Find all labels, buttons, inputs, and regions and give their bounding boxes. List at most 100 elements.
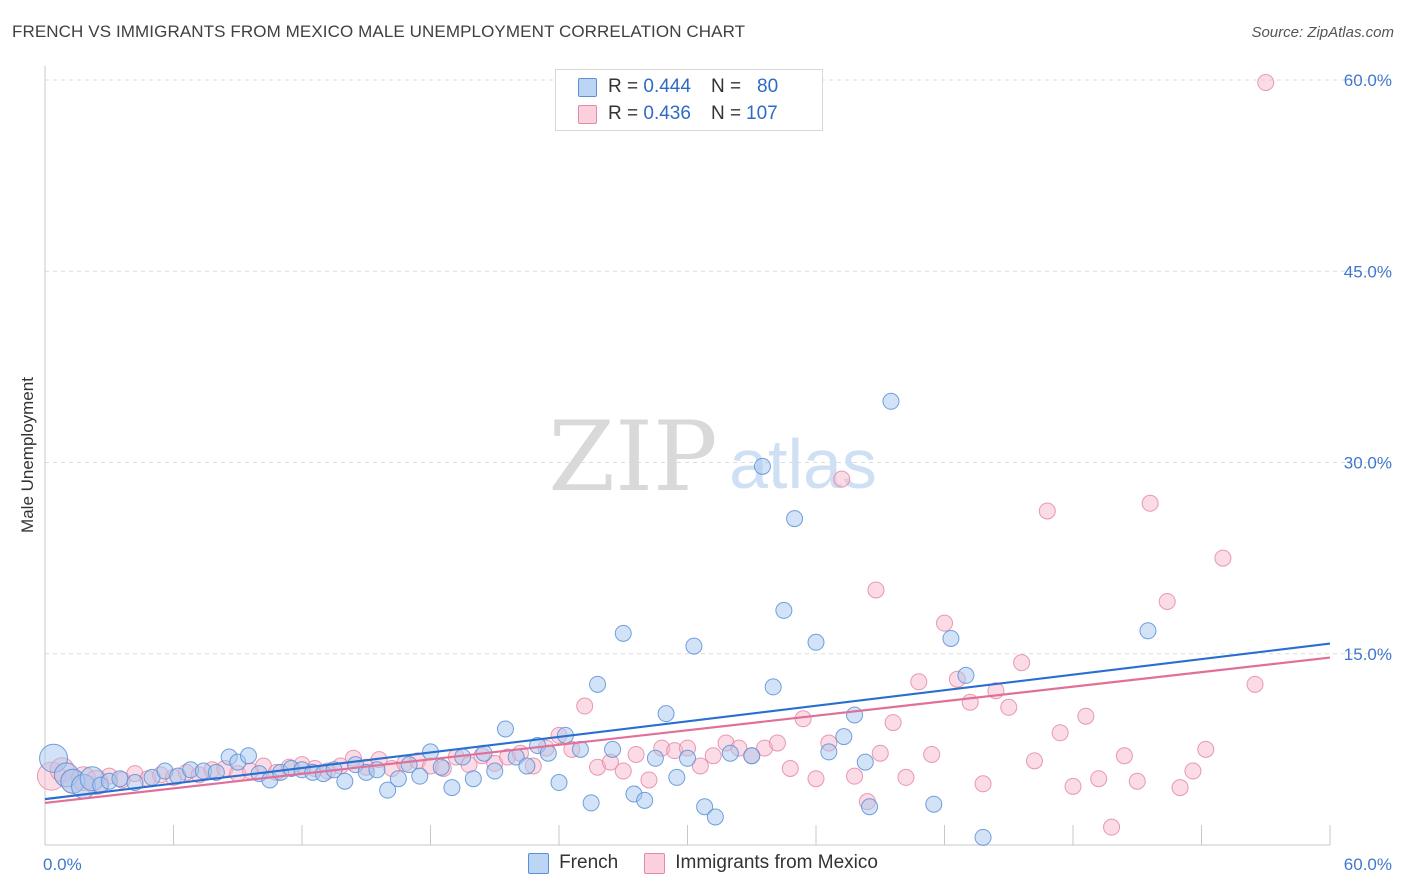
mexico-point: [1257, 74, 1275, 92]
mexico-point: [884, 714, 902, 732]
french-point: [835, 728, 853, 746]
french-point: [856, 753, 874, 771]
french-point: [1139, 622, 1157, 640]
mexico-point: [691, 757, 709, 775]
watermark-zip: ZIP: [548, 401, 717, 513]
n-label: N =: [710, 76, 742, 97]
french-point: [239, 747, 257, 765]
y-tick-label: 45.0%: [1344, 262, 1392, 281]
y-tick-label: 60.0%: [1344, 71, 1392, 90]
french-point: [721, 744, 739, 762]
french-point: [389, 770, 407, 788]
y-tick-label: 30.0%: [1344, 454, 1392, 473]
mexico-trend-line: [44, 656, 1331, 805]
mexico-point: [974, 775, 992, 793]
french-point: [379, 781, 397, 799]
mexico-point: [1128, 772, 1146, 790]
x-tick-label: 0.0%: [43, 855, 82, 874]
french-point: [786, 510, 804, 528]
french-point: [589, 675, 607, 693]
french-point: [111, 770, 129, 788]
r-value: 0.444: [643, 76, 691, 97]
french-point: [657, 705, 675, 723]
french-point: [636, 791, 654, 809]
french-point: [764, 678, 782, 696]
french-point: [443, 779, 461, 797]
french-point: [604, 740, 622, 758]
french-point: [126, 774, 144, 792]
mexico-point: [1038, 502, 1056, 520]
mexico-point: [1158, 592, 1176, 610]
mexico-point: [867, 581, 885, 599]
legend-row-mexico: R = 0.436 N = 107: [578, 103, 778, 125]
mexico-point: [833, 470, 851, 488]
legend-label-french: French: [559, 852, 619, 873]
mexico-point: [1103, 818, 1121, 836]
french-point: [496, 720, 514, 738]
n-value: 107: [746, 103, 778, 124]
mexico-point: [1171, 779, 1189, 797]
mexico-point: [627, 745, 645, 763]
french-point: [775, 601, 793, 619]
axes: [44, 66, 1331, 846]
series-legend: French Immigrants from Mexico: [0, 852, 1406, 874]
mexico-point: [1115, 747, 1133, 765]
mexico-point: [846, 767, 864, 785]
french-point: [336, 772, 354, 790]
mexico-point: [1013, 654, 1031, 672]
french-point: [743, 747, 761, 765]
legend-item-french: French: [528, 852, 618, 874]
french-point: [207, 763, 225, 781]
mexico-point: [1064, 777, 1082, 795]
french-point: [679, 749, 696, 767]
french-point: [925, 795, 943, 813]
french-point: [432, 758, 450, 776]
french-swatch: [528, 852, 550, 874]
trend-lines: [44, 642, 1331, 805]
mexico-point: [910, 673, 928, 691]
series-french-points: [39, 392, 1157, 846]
n-label: N =: [710, 103, 742, 124]
french-point: [646, 749, 664, 767]
french-point: [486, 762, 504, 780]
french-point: [696, 798, 714, 816]
french-point: [861, 798, 879, 816]
french-point: [882, 392, 900, 410]
mexico-point: [936, 614, 953, 632]
mexico-point: [1000, 698, 1018, 716]
mexico-point: [1141, 494, 1159, 512]
r-label: R =: [608, 103, 639, 124]
tick-labels: 15.0% 30.0% 45.0% 60.0% 0.0% 60.0%: [43, 71, 1392, 874]
grid-lines: [45, 79, 1390, 655]
source-credit: Source: ZipAtlas.com: [1251, 24, 1394, 41]
n-value: 80: [757, 76, 779, 97]
r-value: 0.436: [643, 103, 691, 124]
french-point: [957, 666, 975, 684]
french-point: [582, 794, 600, 812]
watermark-atlas: atlas: [729, 425, 877, 503]
french-point: [706, 808, 724, 826]
mexico-point: [704, 747, 722, 765]
french-point: [753, 457, 771, 475]
french-point: [550, 774, 568, 792]
mexico-point: [1214, 549, 1232, 567]
french-point: [518, 757, 536, 775]
mexico-point: [897, 768, 915, 786]
mexico-point: [614, 762, 632, 780]
french-swatch: [578, 77, 597, 97]
mexico-point: [781, 760, 799, 777]
y-axis-label: Male Unemployment: [18, 377, 37, 533]
french-point: [411, 767, 429, 785]
mexico-point: [1077, 707, 1095, 725]
french-point: [974, 828, 992, 846]
mexico-point: [871, 744, 889, 762]
mexico-point: [1246, 675, 1264, 693]
legend-row-french: R = 0.444 N = 80: [578, 76, 778, 98]
mexico-point: [923, 745, 941, 763]
y-tick-label: 15.0%: [1344, 645, 1392, 664]
mexico-point: [1184, 762, 1202, 780]
french-point: [846, 706, 864, 724]
mexico-point: [1090, 770, 1108, 788]
french-point: [942, 629, 960, 647]
x-tick-label: 60.0%: [1344, 855, 1392, 874]
